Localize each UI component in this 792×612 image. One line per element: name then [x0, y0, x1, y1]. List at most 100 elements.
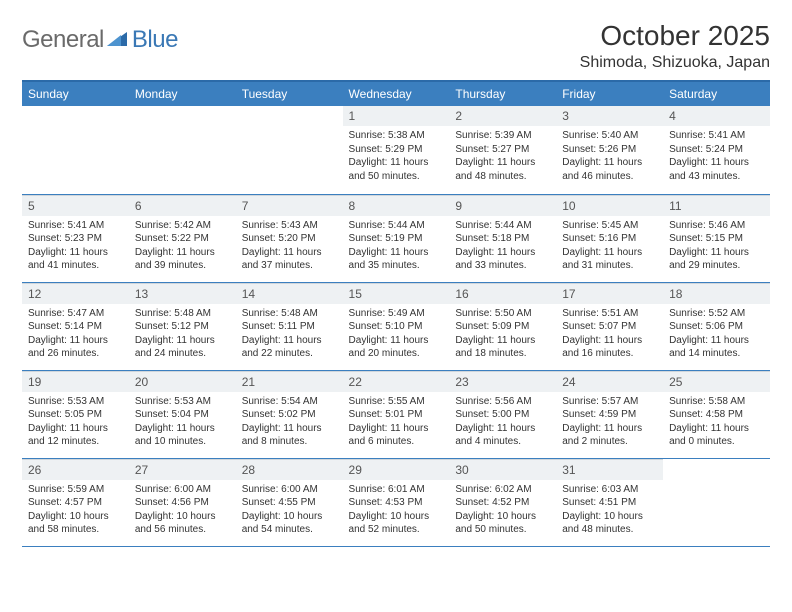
day-number: 23	[449, 371, 556, 392]
day-content: Sunrise: 5:48 AMSunset: 5:12 PMDaylight:…	[129, 304, 236, 365]
day1-line: Daylight: 11 hours	[562, 334, 657, 348]
day-content: Sunrise: 5:41 AMSunset: 5:23 PMDaylight:…	[22, 216, 129, 277]
day2-line: and 48 minutes.	[562, 523, 657, 537]
day1-line: Daylight: 11 hours	[562, 422, 657, 436]
calendar-cell: 17Sunrise: 5:51 AMSunset: 5:07 PMDayligh…	[556, 282, 663, 370]
sunset-line: Sunset: 5:14 PM	[28, 320, 123, 334]
day-content: Sunrise: 5:51 AMSunset: 5:07 PMDaylight:…	[556, 304, 663, 365]
day-number: 30	[449, 459, 556, 480]
day-header: Sunday	[22, 81, 129, 106]
day-content: Sunrise: 5:39 AMSunset: 5:27 PMDaylight:…	[449, 126, 556, 187]
day-content: Sunrise: 5:53 AMSunset: 5:04 PMDaylight:…	[129, 392, 236, 453]
day2-line: and 29 minutes.	[669, 259, 764, 273]
day1-line: Daylight: 10 hours	[562, 510, 657, 524]
sunrise-line: Sunrise: 5:48 AM	[242, 307, 337, 321]
calendar-cell: 19Sunrise: 5:53 AMSunset: 5:05 PMDayligh…	[22, 370, 129, 458]
sunset-line: Sunset: 5:01 PM	[349, 408, 444, 422]
sunrise-line: Sunrise: 5:40 AM	[562, 129, 657, 143]
day2-line: and 14 minutes.	[669, 347, 764, 361]
day-content: Sunrise: 6:03 AMSunset: 4:51 PMDaylight:…	[556, 480, 663, 541]
calendar-cell: 26Sunrise: 5:59 AMSunset: 4:57 PMDayligh…	[22, 458, 129, 546]
day2-line: and 37 minutes.	[242, 259, 337, 273]
day-number: 14	[236, 283, 343, 304]
sunset-line: Sunset: 5:04 PM	[135, 408, 230, 422]
sunset-line: Sunset: 5:18 PM	[455, 232, 550, 246]
sunrise-line: Sunrise: 5:51 AM	[562, 307, 657, 321]
calendar-cell: .....	[22, 106, 129, 194]
day-number: 6	[129, 195, 236, 216]
day-header: Thursday	[449, 81, 556, 106]
calendar-row: 26Sunrise: 5:59 AMSunset: 4:57 PMDayligh…	[22, 458, 770, 546]
calendar-cell: .....	[663, 458, 770, 546]
day2-line: and 2 minutes.	[562, 435, 657, 449]
calendar-row: 5Sunrise: 5:41 AMSunset: 5:23 PMDaylight…	[22, 194, 770, 282]
day-content: Sunrise: 5:45 AMSunset: 5:16 PMDaylight:…	[556, 216, 663, 277]
sunrise-line: Sunrise: 5:43 AM	[242, 219, 337, 233]
sunrise-line: Sunrise: 5:41 AM	[669, 129, 764, 143]
day-number: 3	[556, 106, 663, 126]
day2-line: and 43 minutes.	[669, 170, 764, 184]
day-number: 2	[449, 106, 556, 126]
day2-line: and 12 minutes.	[28, 435, 123, 449]
sunrise-line: Sunrise: 6:02 AM	[455, 483, 550, 497]
day1-line: Daylight: 11 hours	[562, 156, 657, 170]
sunset-line: Sunset: 5:06 PM	[669, 320, 764, 334]
calendar-cell: 25Sunrise: 5:58 AMSunset: 4:58 PMDayligh…	[663, 370, 770, 458]
day1-line: Daylight: 11 hours	[349, 246, 444, 260]
calendar-cell: 21Sunrise: 5:54 AMSunset: 5:02 PMDayligh…	[236, 370, 343, 458]
day1-line: Daylight: 11 hours	[135, 422, 230, 436]
sunrise-line: Sunrise: 6:01 AM	[349, 483, 444, 497]
day1-line: Daylight: 11 hours	[28, 422, 123, 436]
day-number: 19	[22, 371, 129, 392]
day1-line: Daylight: 11 hours	[349, 334, 444, 348]
calendar-cell: 4Sunrise: 5:41 AMSunset: 5:24 PMDaylight…	[663, 106, 770, 194]
day-content: Sunrise: 5:55 AMSunset: 5:01 PMDaylight:…	[343, 392, 450, 453]
day-content: Sunrise: 5:46 AMSunset: 5:15 PMDaylight:…	[663, 216, 770, 277]
day-header: Saturday	[663, 81, 770, 106]
day2-line: and 50 minutes.	[455, 523, 550, 537]
day1-line: Daylight: 10 hours	[28, 510, 123, 524]
sunset-line: Sunset: 5:00 PM	[455, 408, 550, 422]
day-content: Sunrise: 5:43 AMSunset: 5:20 PMDaylight:…	[236, 216, 343, 277]
month-title: October 2025	[580, 20, 770, 52]
sunset-line: Sunset: 4:57 PM	[28, 496, 123, 510]
day-content: Sunrise: 5:38 AMSunset: 5:29 PMDaylight:…	[343, 126, 450, 187]
sunrise-line: Sunrise: 5:53 AM	[135, 395, 230, 409]
sunrise-line: Sunrise: 5:46 AM	[669, 219, 764, 233]
day-content: Sunrise: 5:44 AMSunset: 5:18 PMDaylight:…	[449, 216, 556, 277]
day1-line: Daylight: 11 hours	[242, 422, 337, 436]
sunset-line: Sunset: 4:55 PM	[242, 496, 337, 510]
day1-line: Daylight: 11 hours	[349, 156, 444, 170]
day2-line: and 10 minutes.	[135, 435, 230, 449]
sunset-line: Sunset: 5:09 PM	[455, 320, 550, 334]
title-block: October 2025 Shimoda, Shizuoka, Japan	[580, 20, 770, 72]
calendar-cell: 6Sunrise: 5:42 AMSunset: 5:22 PMDaylight…	[129, 194, 236, 282]
day1-line: Daylight: 11 hours	[455, 156, 550, 170]
calendar-cell: 31Sunrise: 6:03 AMSunset: 4:51 PMDayligh…	[556, 458, 663, 546]
day2-line: and 56 minutes.	[135, 523, 230, 537]
day1-line: Daylight: 11 hours	[669, 246, 764, 260]
day1-line: Daylight: 11 hours	[455, 422, 550, 436]
calendar-cell: 12Sunrise: 5:47 AMSunset: 5:14 PMDayligh…	[22, 282, 129, 370]
calendar-row: 12Sunrise: 5:47 AMSunset: 5:14 PMDayligh…	[22, 282, 770, 370]
day-number: 21	[236, 371, 343, 392]
day1-line: Daylight: 11 hours	[242, 334, 337, 348]
day2-line: and 54 minutes.	[242, 523, 337, 537]
sunrise-line: Sunrise: 6:03 AM	[562, 483, 657, 497]
day2-line: and 8 minutes.	[242, 435, 337, 449]
day-header-row: Sunday Monday Tuesday Wednesday Thursday…	[22, 81, 770, 106]
day-number: 12	[22, 283, 129, 304]
day2-line: and 18 minutes.	[455, 347, 550, 361]
calendar-cell: 15Sunrise: 5:49 AMSunset: 5:10 PMDayligh…	[343, 282, 450, 370]
calendar-cell: 22Sunrise: 5:55 AMSunset: 5:01 PMDayligh…	[343, 370, 450, 458]
triangle-icon	[107, 29, 129, 52]
calendar-table: Sunday Monday Tuesday Wednesday Thursday…	[22, 80, 770, 547]
sunset-line: Sunset: 5:29 PM	[349, 143, 444, 157]
calendar-cell: 10Sunrise: 5:45 AMSunset: 5:16 PMDayligh…	[556, 194, 663, 282]
sunrise-line: Sunrise: 5:41 AM	[28, 219, 123, 233]
sunset-line: Sunset: 4:52 PM	[455, 496, 550, 510]
sunset-line: Sunset: 5:22 PM	[135, 232, 230, 246]
day2-line: and 48 minutes.	[455, 170, 550, 184]
day-number: 16	[449, 283, 556, 304]
day-content: Sunrise: 5:57 AMSunset: 4:59 PMDaylight:…	[556, 392, 663, 453]
